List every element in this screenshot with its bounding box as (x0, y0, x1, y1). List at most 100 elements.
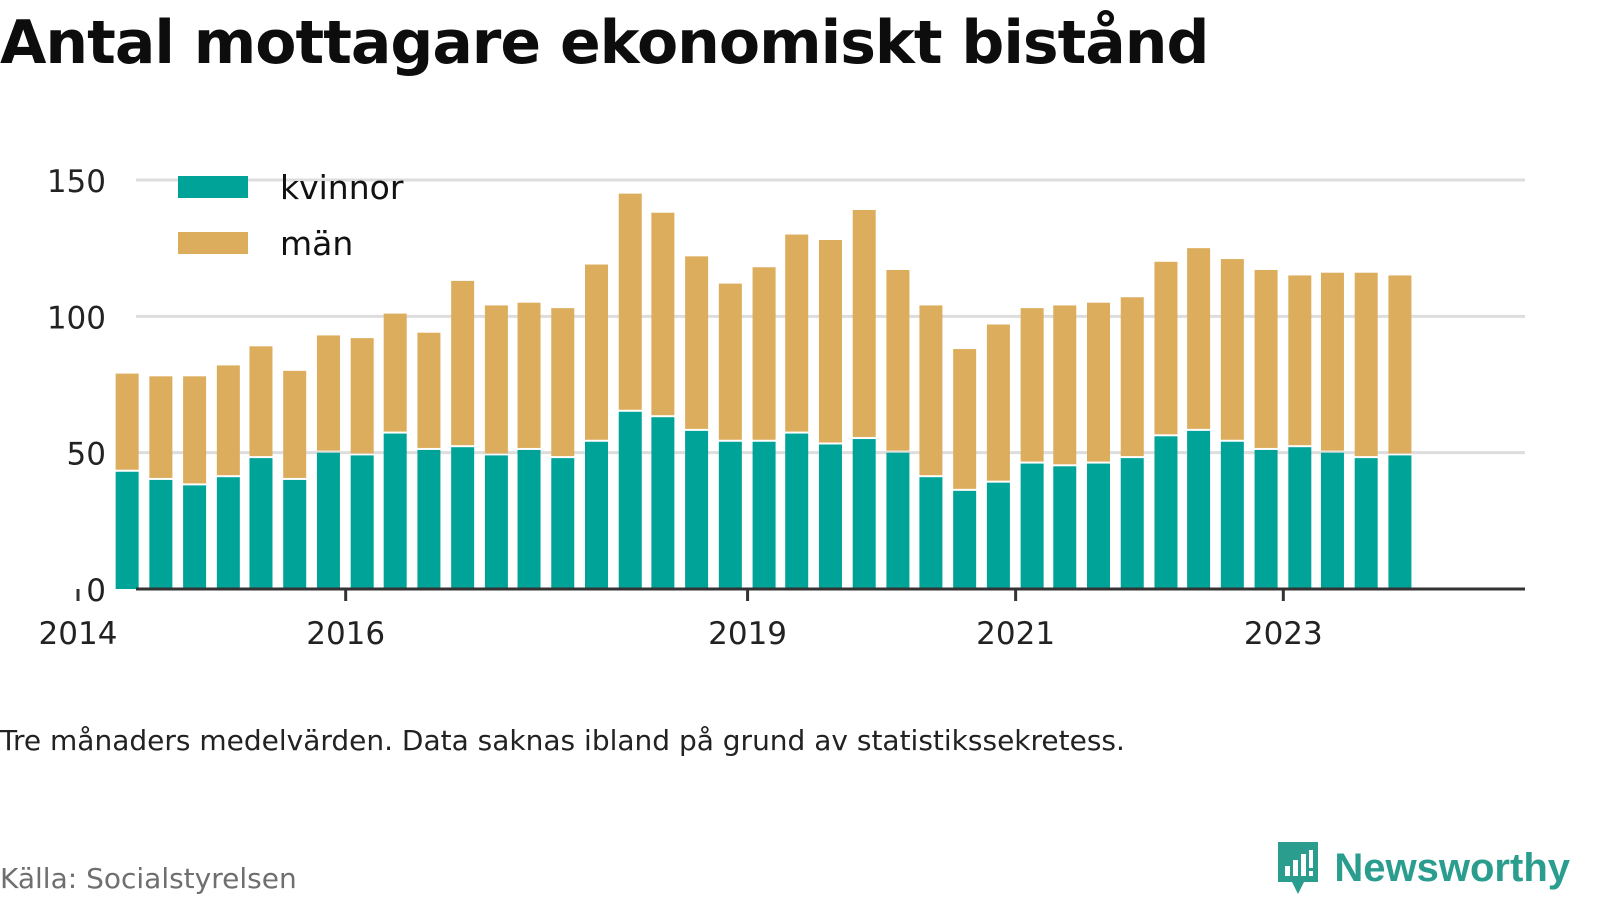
bar-man (183, 376, 207, 484)
bar-kvinnor (618, 411, 642, 589)
bar-man (1288, 275, 1312, 446)
bar-man (316, 335, 340, 451)
bars (115, 193, 1412, 589)
bar-man (651, 212, 675, 416)
bar-man (685, 256, 709, 429)
bar-kvinnor (417, 449, 441, 589)
x-tick-label: 2016 (306, 616, 385, 652)
bar-man (919, 305, 943, 476)
y-tick-labels: 0 50 100 150 (47, 164, 106, 609)
y-tick-label: 0 (86, 573, 106, 609)
bar-kvinnor (484, 455, 508, 589)
bar-man (1053, 305, 1077, 465)
bar-man (852, 209, 876, 438)
bar-kvinnor (785, 433, 809, 589)
bar-kvinnor (886, 452, 910, 589)
bar-man (585, 264, 609, 440)
bar-man (718, 283, 742, 440)
bar-kvinnor (752, 441, 776, 589)
bar-man (1020, 308, 1044, 462)
bar-man (1354, 272, 1378, 457)
legend-swatch-man (178, 232, 248, 254)
bar-man (383, 313, 407, 432)
bar-man (886, 269, 910, 451)
bar-kvinnor (1254, 449, 1278, 589)
bar-kvinnor (1120, 458, 1144, 589)
y-tick-label: 150 (47, 164, 106, 200)
bar-kvinnor (986, 482, 1010, 589)
x-tick-label: 2023 (1244, 616, 1323, 652)
bar-kvinnor (852, 439, 876, 589)
bar-man (752, 267, 776, 440)
bar-man (216, 365, 240, 476)
bar-man (149, 376, 173, 478)
bar-kvinnor (1154, 436, 1178, 589)
bar-man (1254, 269, 1278, 448)
bar-man (484, 305, 508, 454)
chart: 0 50 100 150 2014 2016 2019 2021 2023 kvinnor mä… (39, 164, 1525, 652)
bar-kvinnor (1187, 430, 1211, 589)
bar-man (1187, 248, 1211, 429)
bar-kvinnor (1087, 463, 1111, 589)
legend: kvinnor män (178, 168, 404, 263)
bar-kvinnor (919, 477, 943, 589)
y-tick-label: 100 (47, 300, 106, 336)
x-tick-label: 2019 (708, 616, 787, 652)
bar-man (1320, 272, 1344, 451)
bar-kvinnor (249, 458, 273, 589)
legend-swatch-kvinnor (178, 176, 248, 198)
bar-man (618, 193, 642, 410)
bar-man (283, 370, 307, 478)
x-tick-label: 2021 (976, 616, 1055, 652)
brand[interactable]: Newsworthy (1274, 840, 1570, 896)
bar-kvinnor (1288, 447, 1312, 589)
bar-man (1388, 275, 1412, 454)
bar-man (451, 280, 475, 446)
legend-label-man: män (280, 224, 353, 263)
bar-kvinnor (1320, 452, 1344, 589)
bar-kvinnor (149, 479, 173, 589)
bar-man (1087, 302, 1111, 462)
bar-kvinnor (953, 490, 977, 589)
bar-kvinnor (585, 441, 609, 589)
bar-man (1220, 259, 1244, 440)
bar-kvinnor (1020, 463, 1044, 589)
bar-kvinnor (551, 458, 575, 589)
bar-kvinnor (1053, 466, 1077, 589)
y-tick-label: 50 (67, 437, 106, 473)
bar-man (1120, 297, 1144, 457)
x-tick-label: 2014 (39, 616, 118, 652)
chart-title: Antal mottagare ekonomiskt bistånd (0, 8, 1209, 78)
bar-kvinnor (115, 471, 139, 589)
bar-man (417, 332, 441, 448)
bar-man (986, 324, 1010, 481)
brand-name: Newsworthy (1334, 845, 1570, 890)
bar-man (350, 338, 374, 454)
bar-man (249, 346, 273, 457)
bar-kvinnor (316, 452, 340, 589)
source-label: Källa: Socialstyrelsen (0, 862, 297, 895)
bar-kvinnor (1354, 458, 1378, 589)
legend-label-kvinnor: kvinnor (280, 168, 404, 207)
bar-man (517, 302, 541, 448)
bar-man (1154, 261, 1178, 435)
x-axis: 2014 2016 2019 2021 2023 (39, 587, 1525, 652)
bar-kvinnor (216, 477, 240, 589)
bar-man (115, 373, 139, 470)
bar-kvinnor (1388, 455, 1412, 589)
bar-kvinnor (718, 441, 742, 589)
bar-man (785, 234, 809, 432)
bar-kvinnor (183, 485, 207, 589)
newsworthy-logo-icon (1278, 842, 1319, 894)
bar-kvinnor (651, 417, 675, 589)
bar-man (551, 308, 575, 457)
bar-kvinnor (517, 449, 541, 589)
chart-note: Tre månaders medelvärden. Data saknas ib… (0, 724, 1125, 757)
bar-man (953, 349, 977, 489)
bar-kvinnor (350, 455, 374, 589)
bar-kvinnor (283, 479, 307, 589)
bar-kvinnor (818, 444, 842, 589)
bar-kvinnor (451, 447, 475, 589)
bar-kvinnor (1220, 441, 1244, 589)
bar-kvinnor (685, 430, 709, 589)
